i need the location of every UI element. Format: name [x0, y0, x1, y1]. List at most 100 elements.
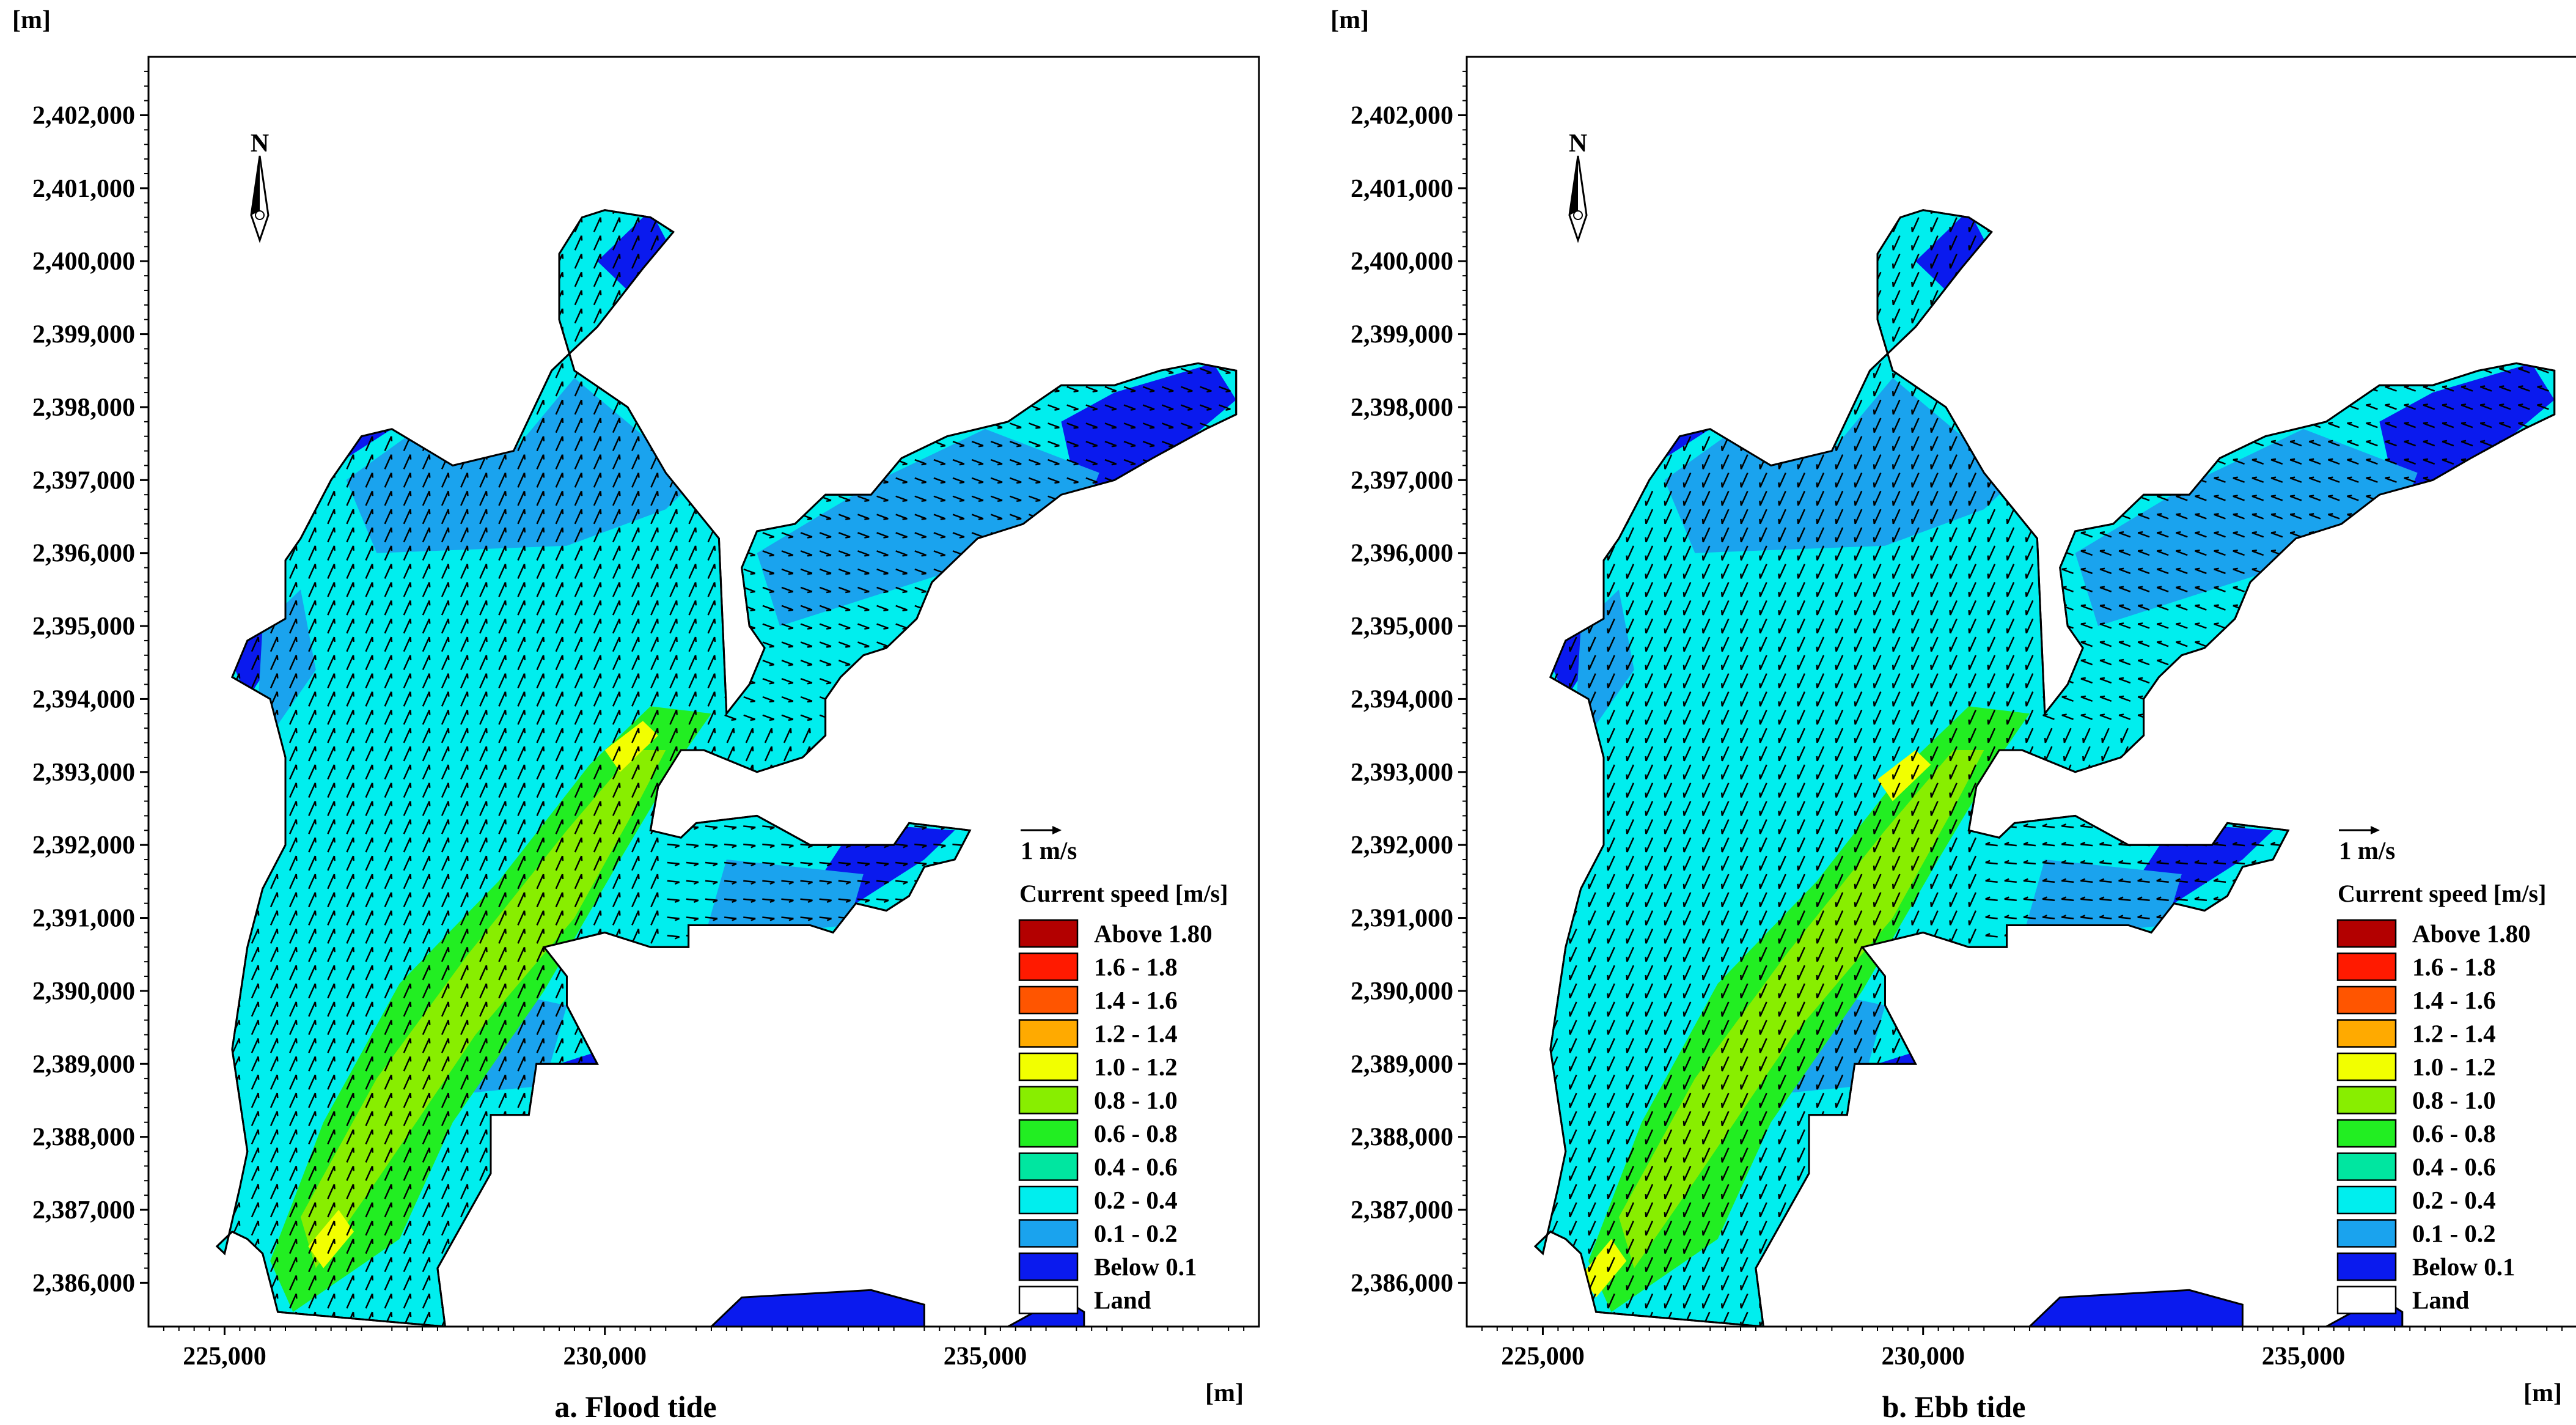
- current-vector: [441, 837, 449, 853]
- current-vector-head: [845, 1081, 851, 1086]
- current-vector: [781, 660, 794, 666]
- current-vector-head: [864, 1283, 870, 1286]
- current-vector: [365, 210, 373, 215]
- current-vector-head: [314, 1220, 317, 1226]
- current-vector: [460, 1239, 468, 1254]
- current-vector-head: [769, 1228, 775, 1232]
- current-vector: [441, 1275, 449, 1291]
- current-vector: [536, 1001, 545, 1017]
- current-vector: [895, 1245, 908, 1248]
- current-vector: [838, 880, 851, 883]
- current-vector-head: [352, 892, 354, 897]
- current-vector-head: [788, 972, 794, 976]
- current-vector: [593, 582, 601, 597]
- current-vector: [686, 989, 699, 993]
- current-vector-head: [845, 1009, 851, 1013]
- current-vector: [857, 1226, 870, 1230]
- current-vector: [800, 1007, 813, 1011]
- current-vector: [574, 1202, 582, 1218]
- current-vector-head: [826, 881, 832, 885]
- current-vector: [612, 855, 620, 871]
- current-vector: [517, 326, 526, 342]
- current-vector-head: [238, 673, 241, 679]
- current-vector: [743, 313, 755, 319]
- current-vector: [422, 1202, 430, 1218]
- current-vector-head: [807, 427, 813, 429]
- current-vector: [707, 727, 716, 743]
- current-vector: [498, 1092, 507, 1108]
- current-vector: [232, 1293, 240, 1309]
- current-vector: [422, 1311, 430, 1327]
- current-vector-head: [562, 983, 564, 989]
- current-vector: [838, 1099, 851, 1102]
- current-vector: [707, 345, 716, 360]
- current-vector: [365, 1001, 373, 1017]
- current-vector: [612, 326, 620, 342]
- current-vector: [555, 727, 563, 743]
- current-vector-head: [276, 819, 279, 825]
- current-vector: [498, 1184, 507, 1199]
- current-vector: [555, 691, 563, 707]
- current-vector-head: [693, 1081, 699, 1086]
- map-area: [215, 209, 1238, 1327]
- current-vector-head: [845, 863, 851, 867]
- current-vector: [669, 582, 678, 597]
- current-vector: [819, 898, 832, 901]
- current-vector-head: [523, 965, 526, 971]
- current-vector: [479, 874, 488, 889]
- current-vector: [933, 971, 946, 974]
- current-vector: [631, 655, 639, 671]
- current-vector: [612, 983, 620, 999]
- current-vector: [270, 691, 278, 707]
- current-vector: [933, 532, 946, 538]
- current-vector-head: [276, 1111, 279, 1117]
- current-vector-head: [371, 491, 374, 496]
- current-vector-head: [769, 700, 774, 703]
- current-vector: [669, 399, 678, 415]
- current-vector-head: [295, 381, 298, 387]
- current-vector: [593, 1147, 601, 1163]
- current-vector: [838, 696, 851, 702]
- current-vector-head: [750, 827, 756, 830]
- current-vector: [612, 892, 620, 908]
- current-vector: [365, 837, 373, 853]
- current-vector: [555, 782, 563, 798]
- current-vector: [952, 1317, 965, 1321]
- current-vector-head: [807, 1064, 813, 1067]
- current-vector: [308, 472, 317, 488]
- current-vector-head: [276, 545, 279, 551]
- current-vector-head: [807, 1246, 813, 1250]
- current-vector: [857, 1190, 870, 1193]
- current-vector: [441, 235, 449, 251]
- current-vector: [251, 253, 259, 269]
- current-vector-head: [826, 1173, 832, 1177]
- current-vector-head: [409, 473, 412, 478]
- current-vector: [217, 709, 221, 725]
- current-vector: [952, 258, 965, 264]
- current-vector-head: [826, 1100, 832, 1104]
- current-vector-head: [523, 381, 526, 387]
- current-vector: [479, 1239, 488, 1254]
- current-vector-head: [391, 819, 393, 825]
- current-vector-head: [960, 899, 965, 903]
- current-vector: [593, 509, 601, 525]
- current-vector: [308, 1056, 317, 1072]
- current-vector-head: [352, 1129, 354, 1135]
- current-vector: [270, 490, 278, 506]
- current-vector-head: [295, 290, 298, 296]
- current-vector-head: [769, 863, 775, 867]
- current-vector: [724, 458, 736, 465]
- current-vector: [536, 454, 545, 469]
- current-vector-head: [276, 381, 279, 387]
- current-vector-head: [219, 418, 222, 424]
- current-vector-head: [807, 1228, 813, 1232]
- current-vector-head: [391, 1020, 393, 1025]
- current-vector: [667, 1299, 680, 1303]
- current-vector: [403, 1257, 411, 1272]
- current-vector-head: [485, 1202, 488, 1208]
- current-vector-head: [732, 954, 737, 958]
- current-vector-head: [714, 381, 716, 387]
- current-vector-head: [371, 691, 374, 697]
- current-vector: [650, 490, 659, 506]
- current-vector: [308, 210, 317, 215]
